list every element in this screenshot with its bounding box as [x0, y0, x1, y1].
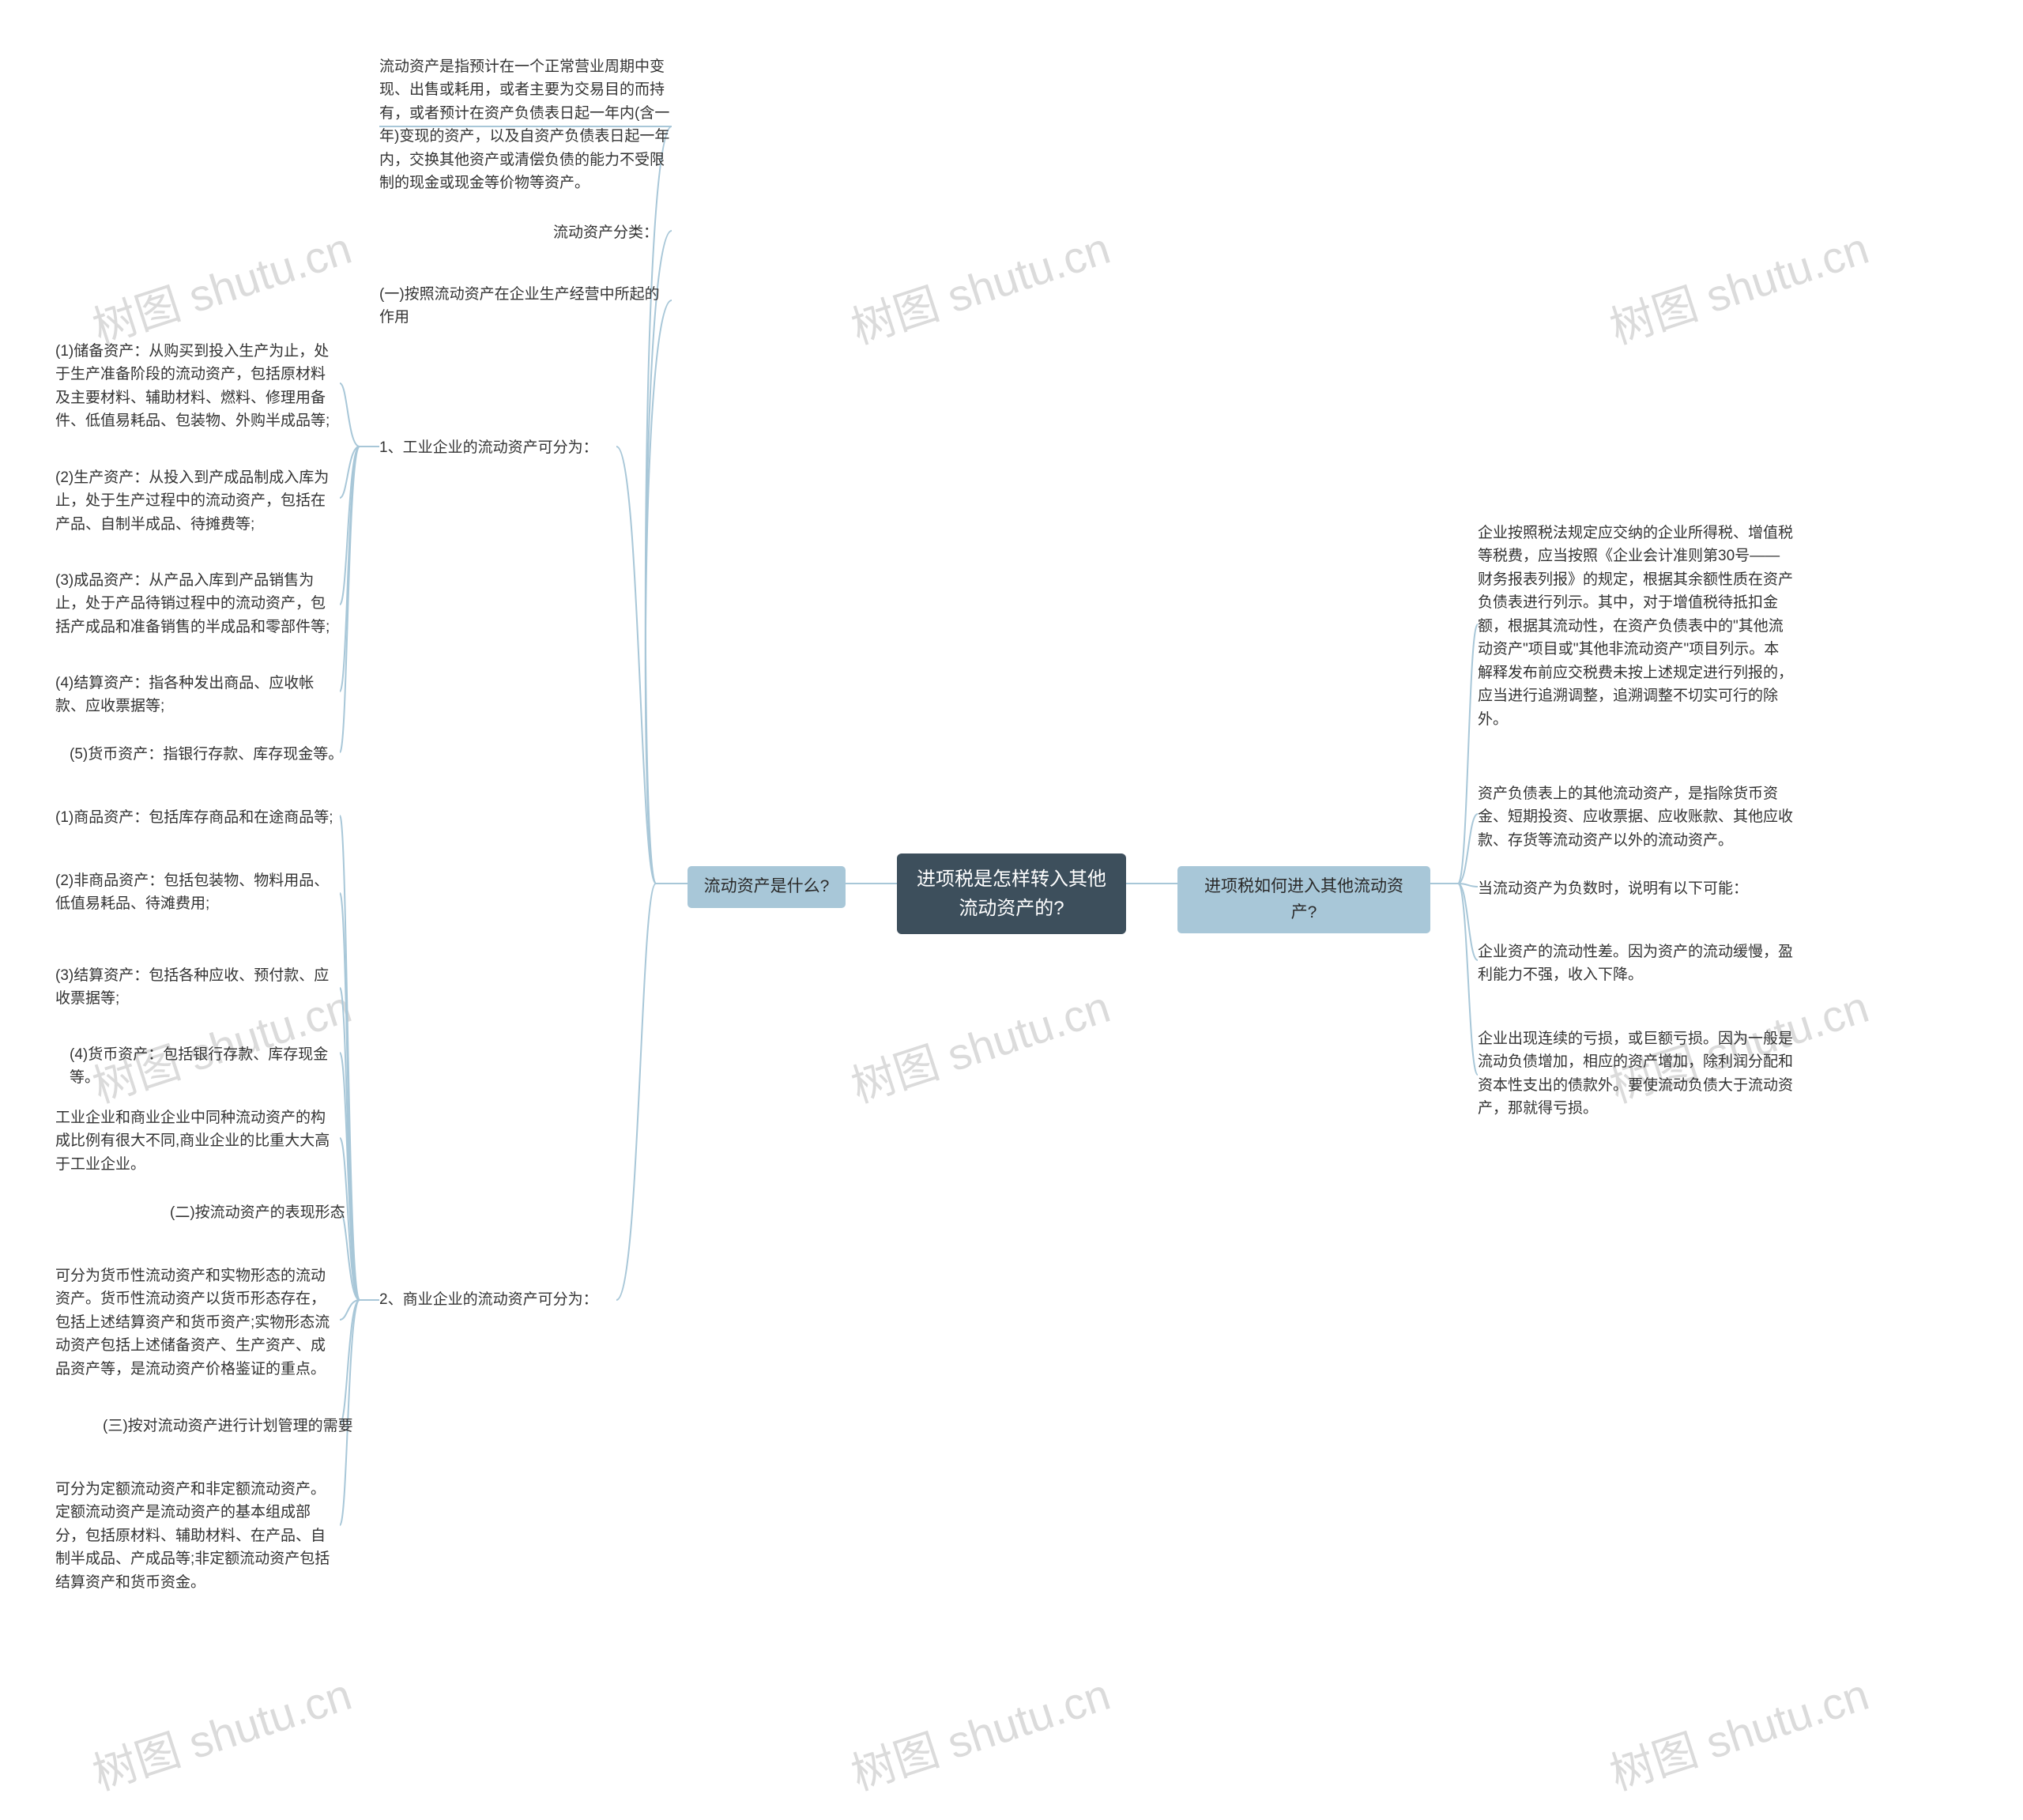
mid-commercial: 2、商业企业的流动资产可分为： [379, 1288, 616, 1311]
leaf-m2-7: 可分为货币性流动资产和实物形态的流动资产。货币性流动资产以货币形态存在，包括上述… [55, 1264, 340, 1381]
leaf-r5: 企业出现连续的亏损，或巨额亏损。因为一般是流动负债增加，相应的资产增加，除利润分… [1478, 1027, 1794, 1121]
leaf-m2-8: (三)按对流动资产进行计划管理的需要 [103, 1415, 364, 1438]
leaf-m1-5: (5)货币资产：指银行存款、库存现金等。 [70, 743, 354, 766]
watermark: 树图 shutu.cn [842, 1660, 1117, 1803]
leaf-m1-1: (1)储备资产：从购买到投入生产为止，处于生产准备阶段的流动资产，包括原材料及主… [55, 340, 340, 433]
leaf-category-1: (一)按照流动资产在企业生产经营中所起的作用 [379, 283, 672, 330]
mindmap-canvas: 树图 shutu.cn 树图 shutu.cn 树图 shutu.cn 树图 s… [0, 0, 2023, 1820]
watermark: 树图 shutu.cn [84, 1660, 359, 1803]
root-node[interactable]: 进项税是怎样转入其他流动资产的? [897, 853, 1126, 934]
watermark: 树图 shutu.cn [842, 213, 1117, 357]
leaf-m2-4: (4)货币资产：包括银行存款、库存现金等。 [70, 1043, 354, 1090]
leaf-r1: 企业按照税法规定应交纳的企业所得税、增值税等税费，应当按照《企业会计准则第30号… [1478, 522, 1794, 731]
leaf-m2-3: (3)结算资产：包括各种应收、预付款、应收票据等; [55, 964, 340, 1011]
leaf-m2-1: (1)商品资产：包括库存商品和在途商品等; [55, 806, 348, 829]
leaf-m2-2: (2)非商品资产：包括包装物、物料用品、低值易耗品、待滩费用; [55, 869, 340, 916]
leaf-m1-2: (2)生产资产：从投入到产成品制成入库为止，处于生产过程中的流动资产，包括在产品… [55, 466, 340, 536]
leaf-r2: 资产负债表上的其他流动资产，是指除货币资金、短期投资、应收票据、应收账款、其他应… [1478, 782, 1794, 852]
watermark: 树图 shutu.cn [1601, 213, 1876, 357]
leaf-m2-9: 可分为定额流动资产和非定额流动资产。定额流动资产是流动资产的基本组成部分，包括原… [55, 1478, 340, 1594]
branch-right[interactable]: 进项税如何进入其他流动资产? [1177, 866, 1430, 933]
leaf-r3: 当流动资产为负数时，说明有以下可能： [1478, 877, 1794, 900]
watermark: 树图 shutu.cn [842, 972, 1117, 1116]
leaf-m2-5: 工业企业和商业企业中同种流动资产的构成比例有很大不同,商业企业的比重大大高于工业… [55, 1106, 340, 1176]
leaf-r4: 企业资产的流动性差。因为资产的流动缓慢，盈利能力不强，收入下降。 [1478, 940, 1794, 987]
leaf-m2-6: (二)按流动资产的表现形态 [170, 1201, 360, 1224]
mid-industrial: 1、工业企业的流动资产可分为： [379, 436, 616, 459]
watermark: 树图 shutu.cn [84, 213, 359, 357]
leaf-m1-3: (3)成品资产：从产品入库到产品销售为止，处于产品待销过程中的流动资产，包括产成… [55, 569, 340, 639]
branch-left[interactable]: 流动资产是什么? [688, 866, 846, 908]
watermark: 树图 shutu.cn [1601, 1660, 1876, 1803]
leaf-category-title: 流动资产分类： [553, 221, 680, 244]
leaf-m1-4: (4)结算资产：指各种发出商品、应收帐款、应收票据等; [55, 672, 340, 718]
leaf-definition: 流动资产是指预计在一个正常营业周期中变现、出售或耗用，或者主要为交易目的而持有，… [379, 55, 672, 195]
